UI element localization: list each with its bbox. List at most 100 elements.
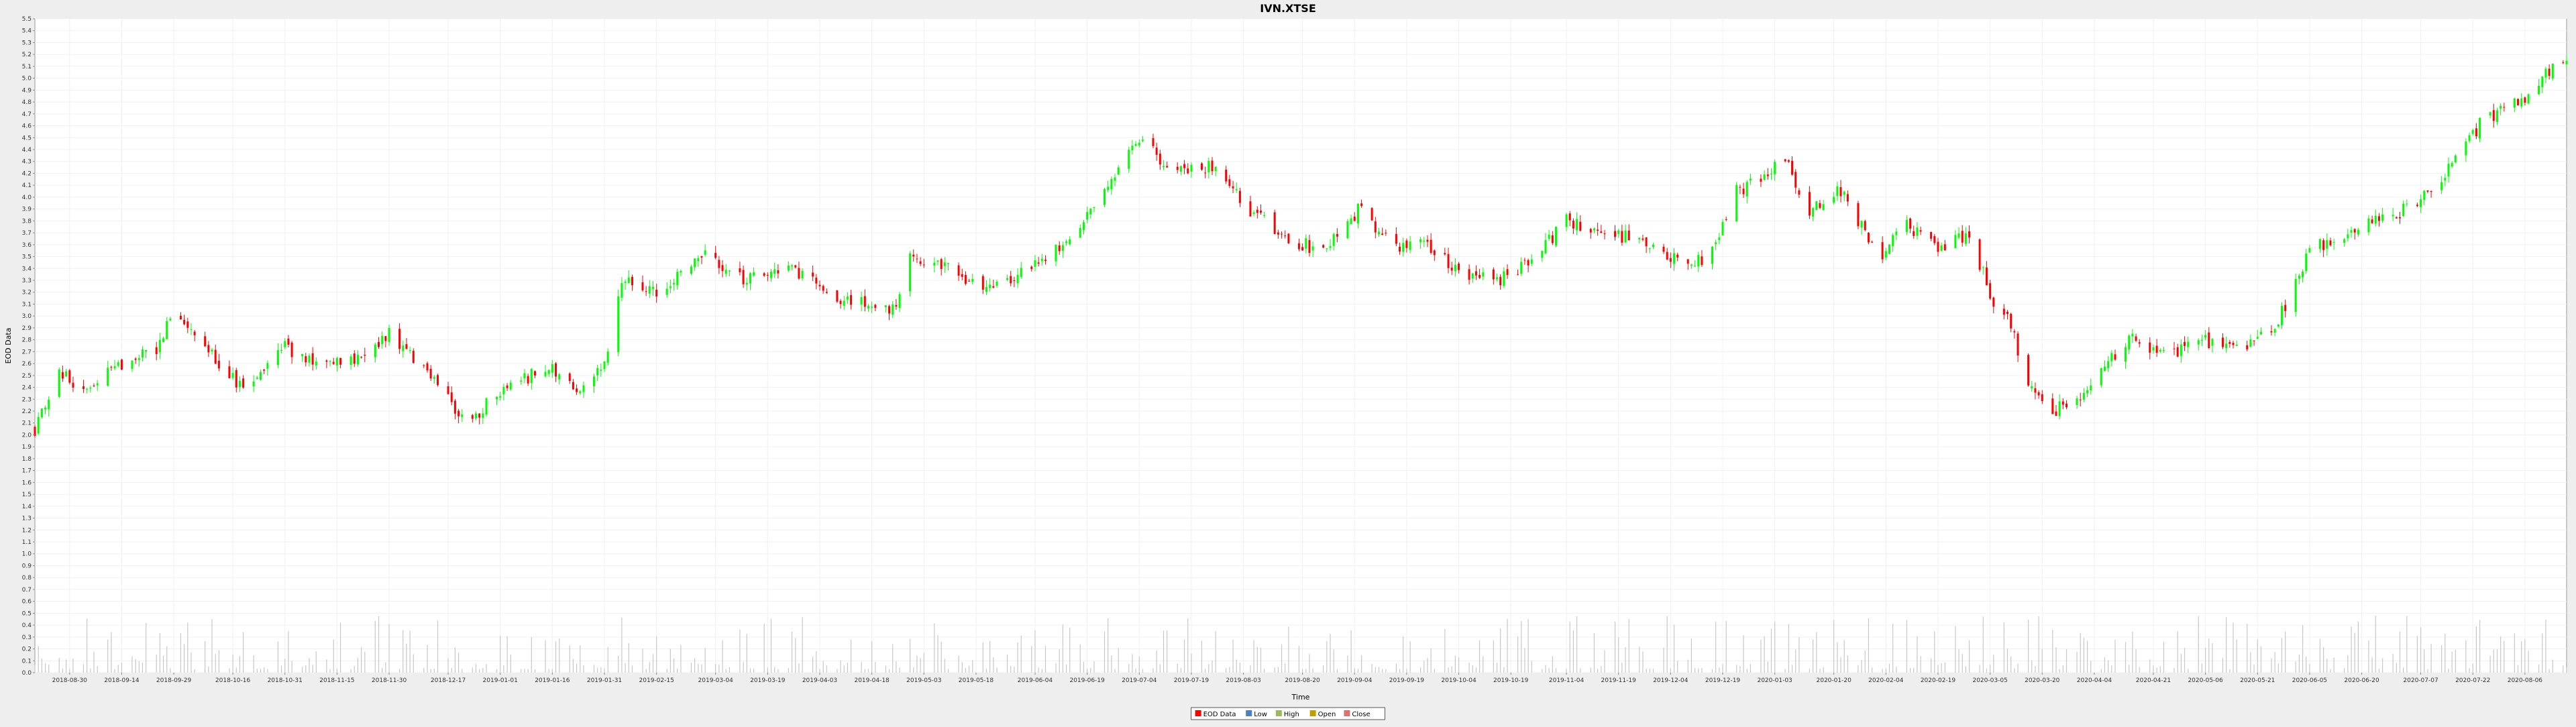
y-tick-label: 3.6 <box>22 242 32 249</box>
y-tick-label: 4.6 <box>22 123 32 130</box>
volume-bar <box>1819 669 1821 673</box>
volume-bar <box>871 640 873 673</box>
volume-bar <box>1093 661 1095 673</box>
candle-body <box>860 296 863 305</box>
volume-bar <box>2114 639 2116 673</box>
volume-bar <box>531 637 532 673</box>
candle-body <box>1791 160 1794 175</box>
candle-body <box>1284 235 1287 237</box>
candle-body <box>1131 146 1134 151</box>
candle-body <box>801 270 804 278</box>
candle-body <box>2010 313 2012 329</box>
legend-label: Close <box>1352 711 1370 718</box>
candle-body <box>1256 209 1258 213</box>
candle-body <box>207 345 210 353</box>
candle-body <box>1784 159 1786 162</box>
volume-bar <box>2080 632 2081 673</box>
candle-body <box>2211 339 2214 346</box>
candle-body <box>815 278 818 284</box>
candle-body <box>1860 221 1863 228</box>
candle-body <box>485 398 488 415</box>
volume-bar <box>2135 649 2137 673</box>
candle-body <box>2229 341 2231 344</box>
volume-bar <box>1201 640 1203 673</box>
volume-bar <box>826 665 827 673</box>
candle-body <box>1565 214 1568 227</box>
volume-bar <box>1034 630 1036 673</box>
volume-bar <box>211 619 213 673</box>
y-tick-label: 2.1 <box>22 421 32 427</box>
volume-bar <box>2496 649 2498 673</box>
candle-body <box>2204 335 2207 338</box>
volume-bar <box>1548 668 1550 673</box>
candle-body <box>1093 207 1095 209</box>
candle-body <box>1311 246 1314 251</box>
candle-body <box>1444 253 1446 255</box>
volume-bars <box>34 616 2567 673</box>
x-tick-label: 2020-03-05 <box>1972 677 2007 684</box>
volume-bar <box>1666 616 1668 673</box>
candle-body <box>940 259 943 270</box>
volume-bar <box>72 658 74 673</box>
candle-body <box>2232 343 2235 345</box>
x-tick-label: 2019-10-19 <box>1493 677 1529 684</box>
candle-body <box>2100 368 2102 386</box>
candle-body <box>850 295 853 305</box>
volume-bar <box>208 666 209 673</box>
candle-body <box>839 300 842 304</box>
volume-bar <box>2014 668 2015 673</box>
volume-bar <box>1892 624 1894 673</box>
volume-bar <box>2524 638 2526 673</box>
candle-body <box>437 375 439 386</box>
candle-body <box>600 370 602 371</box>
candle-body <box>922 264 925 266</box>
candle-body <box>228 366 231 378</box>
candle-body <box>2041 394 2043 402</box>
candle-body <box>231 373 234 378</box>
candle-body <box>1648 248 1651 249</box>
candle-body <box>1402 243 1405 252</box>
candle-body <box>2002 309 2005 315</box>
candle-body <box>888 306 891 314</box>
x-tick-label: 2019-12-19 <box>1705 677 1741 684</box>
candle-body <box>1544 239 1547 254</box>
candle-body <box>482 413 484 418</box>
candle-body <box>141 349 144 357</box>
candle-body <box>1061 245 1064 251</box>
candle-body <box>1079 227 1081 238</box>
candle-body <box>409 350 411 351</box>
volume-bar <box>364 651 366 673</box>
candle-body <box>544 372 547 376</box>
candle-body <box>2430 190 2432 192</box>
volume-bar <box>1545 665 1546 673</box>
x-tick-label: 2020-02-04 <box>1868 677 1904 684</box>
candle-body <box>426 363 429 371</box>
candle-body <box>2103 366 2106 371</box>
candle-body <box>2357 229 2359 235</box>
volume-bar <box>1375 667 1376 673</box>
volume-bar <box>1260 647 1262 673</box>
grid-lines <box>35 18 2567 673</box>
volume-bar <box>1044 646 1046 673</box>
candle-body <box>1117 167 1120 175</box>
candle-body <box>912 254 915 257</box>
candle-body <box>1356 203 1359 224</box>
volume-bar <box>1142 669 1144 673</box>
volume-bar <box>2065 649 2068 673</box>
x-tick-label: 2020-06-20 <box>2344 677 2379 684</box>
candle-body <box>592 376 595 386</box>
x-tick-label: 2020-08-06 <box>2508 677 2543 684</box>
candle-body <box>238 380 241 388</box>
legend-label: Low <box>1254 711 1267 718</box>
candle-body <box>1642 238 1644 240</box>
volume-bar <box>1888 663 1890 673</box>
candle-body <box>1968 231 1971 238</box>
candle-body <box>1954 235 1957 248</box>
volume-bar <box>388 624 390 673</box>
candle-body <box>2031 386 2033 389</box>
y-tick-label: 3.8 <box>22 218 32 225</box>
candle-body <box>1128 150 1130 169</box>
candle-body <box>2159 349 2161 352</box>
y-tick-label: 3.2 <box>22 290 32 296</box>
